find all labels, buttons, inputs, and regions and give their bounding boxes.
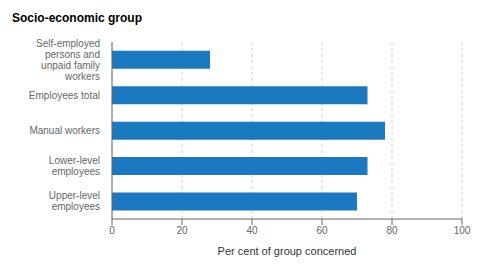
svg-text:80: 80 — [386, 225, 398, 236]
svg-text:Employees total: Employees total — [29, 90, 100, 101]
svg-text:Upper-levelemployees: Upper-levelemployees — [49, 190, 100, 212]
svg-text:Manual workers: Manual workers — [29, 125, 100, 136]
svg-text:Lower-levelemployees: Lower-levelemployees — [49, 155, 100, 177]
svg-text:0: 0 — [109, 225, 115, 236]
svg-text:100: 100 — [454, 225, 471, 236]
svg-text:Per cent of group concerned: Per cent of group concerned — [218, 245, 357, 257]
html-text:Socio-economic group: Socio-economic group — [12, 11, 142, 25]
svg-text:60: 60 — [316, 225, 328, 236]
svg-text:Self-employedpersons andunpaid: Self-employedpersons andunpaid familywor… — [36, 38, 100, 82]
svg-text:40: 40 — [246, 225, 258, 236]
svg-text:20: 20 — [176, 225, 188, 236]
